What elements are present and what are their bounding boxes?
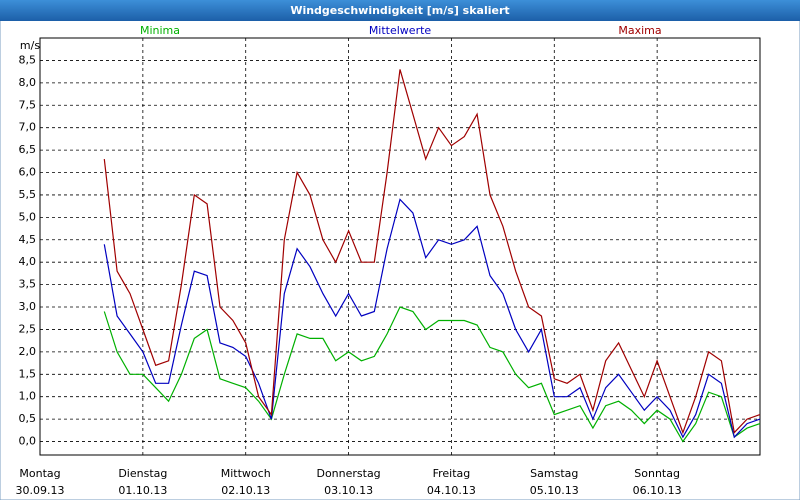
y-tick-label: 5,0 bbox=[19, 210, 37, 223]
x-tick-label: 30.09.13 bbox=[16, 484, 65, 497]
x-tick-label: Donnerstag bbox=[316, 467, 380, 480]
x-tick-label: Samstag bbox=[530, 467, 578, 480]
y-tick-label: 6,0 bbox=[19, 166, 37, 179]
y-tick-label: 8,5 bbox=[19, 53, 37, 66]
y-tick-label: 7,0 bbox=[19, 121, 37, 134]
y-tick-label: 0,5 bbox=[19, 412, 37, 425]
chart-title: Windgeschwindigkeit [m/s] skaliert bbox=[290, 4, 509, 17]
y-tick-label: 2,5 bbox=[19, 322, 37, 335]
legend-entry: Maxima bbox=[618, 24, 661, 37]
y-tick-label: 0,0 bbox=[19, 435, 37, 448]
y-tick-label: 1,0 bbox=[19, 390, 37, 403]
y-axis-label: m/s bbox=[20, 39, 40, 52]
y-tick-label: 6,5 bbox=[19, 143, 37, 156]
x-tick-label: 03.10.13 bbox=[324, 484, 373, 497]
x-tick-label: Mittwoch bbox=[221, 467, 271, 480]
legend-entry: Minima bbox=[140, 24, 180, 37]
x-tick-label: 02.10.13 bbox=[221, 484, 270, 497]
x-tick-label: 04.10.13 bbox=[427, 484, 476, 497]
y-tick-label: 8,0 bbox=[19, 76, 37, 89]
x-tick-label: Sonntag bbox=[634, 467, 680, 480]
x-tick-label: Dienstag bbox=[118, 467, 167, 480]
x-tick-label: 05.10.13 bbox=[530, 484, 579, 497]
x-tick-label: 01.10.13 bbox=[118, 484, 167, 497]
y-tick-label: 2,0 bbox=[19, 345, 37, 358]
x-tick-label: Freitag bbox=[433, 467, 471, 480]
y-tick-label: 5,5 bbox=[19, 188, 37, 201]
series-line bbox=[103, 69, 761, 435]
series-line bbox=[103, 306, 761, 443]
y-tick-label: 7,5 bbox=[19, 98, 37, 111]
y-tick-label: 3,5 bbox=[19, 278, 37, 291]
y-tick-label: 4,0 bbox=[19, 255, 37, 268]
y-tick-label: 3,0 bbox=[19, 300, 37, 313]
plot-frame bbox=[39, 37, 761, 456]
x-tick-label: Montag bbox=[19, 467, 60, 480]
legend-entry: Mittelwerte bbox=[369, 24, 432, 37]
title-bar bbox=[0, 0, 800, 21]
x-tick-label: 06.10.13 bbox=[633, 484, 682, 497]
y-tick-label: 4,5 bbox=[19, 233, 37, 246]
y-tick-label: 1,5 bbox=[19, 367, 37, 380]
series-line bbox=[103, 198, 761, 439]
